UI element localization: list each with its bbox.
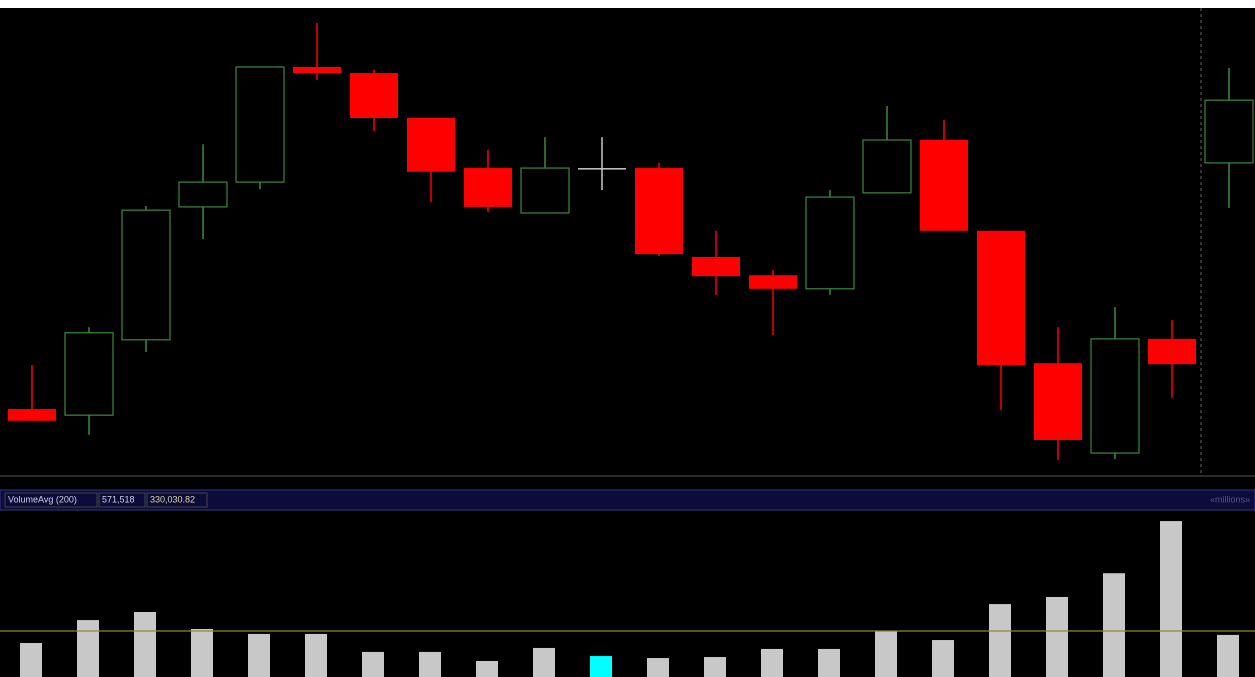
volume-bar [362, 651, 384, 677]
volume-bar [1160, 521, 1182, 677]
label-box [146, 492, 208, 508]
candle-body [635, 168, 683, 255]
volume-bar [134, 611, 156, 677]
candle-body [293, 66, 341, 74]
volume-bar [305, 633, 327, 677]
volume-bar [77, 620, 99, 677]
candle-body [805, 196, 855, 290]
candle-body [64, 332, 114, 416]
volume-bar [1046, 596, 1068, 677]
volume-bar [989, 604, 1011, 677]
candle-body [121, 209, 171, 341]
volume-bar [419, 651, 441, 677]
volume-bar [590, 656, 612, 677]
volume-bar [1103, 573, 1125, 677]
candle-body [862, 139, 912, 194]
volume-bar [875, 630, 897, 677]
volume-bar [1217, 634, 1239, 677]
volume-bar [818, 648, 840, 677]
volume-bar [647, 658, 669, 677]
indicator-value: 330,030.82 [150, 494, 195, 504]
candle-body [578, 168, 626, 170]
candle-body [920, 139, 968, 231]
volume-bar [533, 647, 555, 677]
indicator-value: 571,518 [102, 494, 135, 504]
volume-bar [476, 660, 498, 677]
units-label: «millions» [1210, 494, 1250, 504]
candle-body [1090, 338, 1140, 454]
label-box [4, 492, 98, 508]
background [0, 8, 1255, 677]
candle-body [178, 181, 228, 208]
candle-body [1204, 99, 1254, 164]
volume-bar [761, 648, 783, 677]
candle-body [520, 167, 570, 214]
candle-body [1034, 363, 1082, 440]
candle-body [977, 230, 1025, 366]
volume-bar [932, 640, 954, 677]
candle-body [8, 409, 56, 421]
indicator-header [0, 489, 1255, 511]
candle-body [1148, 338, 1196, 365]
volume-bar [248, 633, 270, 677]
volume-bar [191, 628, 213, 677]
volume-bar [20, 643, 42, 677]
candle-body [464, 168, 512, 207]
indicator-label: VolumeAvg (200) [8, 494, 77, 504]
candle-body [749, 275, 797, 289]
candle-body [350, 73, 398, 118]
label-box [98, 492, 146, 508]
candle-body [235, 66, 285, 183]
candle-body [407, 117, 455, 172]
candle-body [692, 256, 740, 277]
volume-bar [704, 657, 726, 677]
